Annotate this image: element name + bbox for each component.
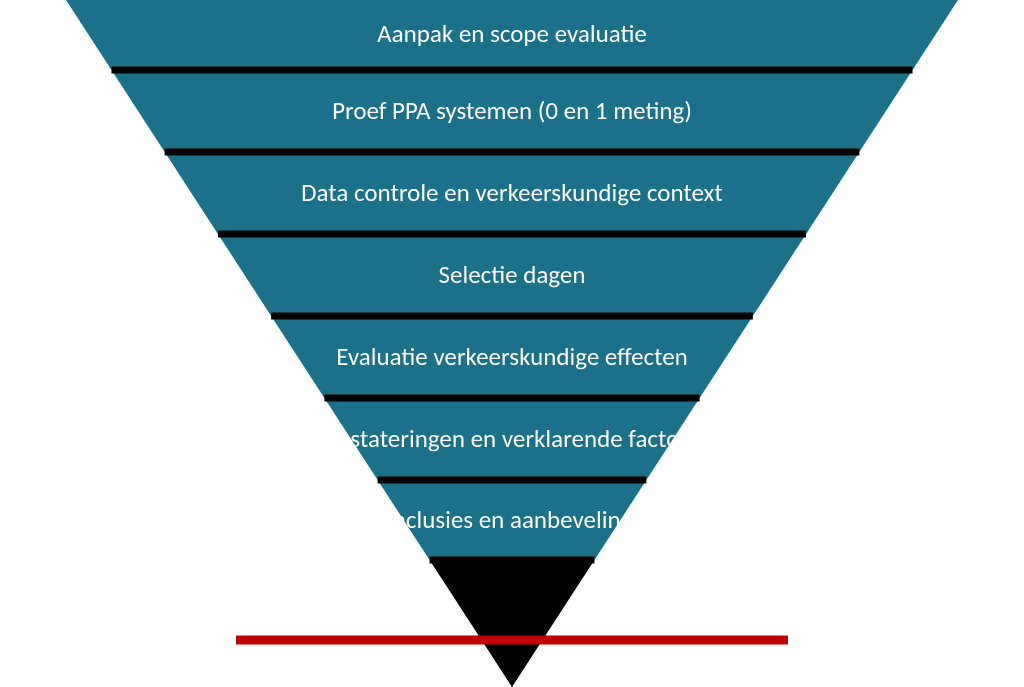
funnel-band-label: Conclusies en aanbevelingen <box>0 505 1024 535</box>
funnel-band-label: Data controle en verkeerskundige context <box>0 178 1024 208</box>
funnel-divider <box>430 557 595 564</box>
funnel-band-label: Proef PPA systemen (0 en 1 meting) <box>0 96 1024 126</box>
funnel-diagram: Aanpak en scope evaluatie Proef PPA syste… <box>0 0 1024 687</box>
funnel-divider <box>111 67 912 74</box>
funnel-divider <box>165 149 860 156</box>
funnel-divider <box>218 231 806 238</box>
funnel-band-label: Selectie dagen <box>0 260 1024 290</box>
funnel-band-label: Evaluatie verkeerskundige effecten <box>0 342 1024 372</box>
funnel-band-label: Aanpak en scope evaluatie <box>0 19 1024 49</box>
funnel-divider <box>271 313 753 320</box>
funnel-divider <box>378 477 647 484</box>
funnel-underline <box>236 636 788 645</box>
funnel-band-label: Constateringen en verklarende factoren <box>0 424 1024 454</box>
funnel-divider <box>324 395 699 402</box>
funnel-tip <box>430 560 595 687</box>
